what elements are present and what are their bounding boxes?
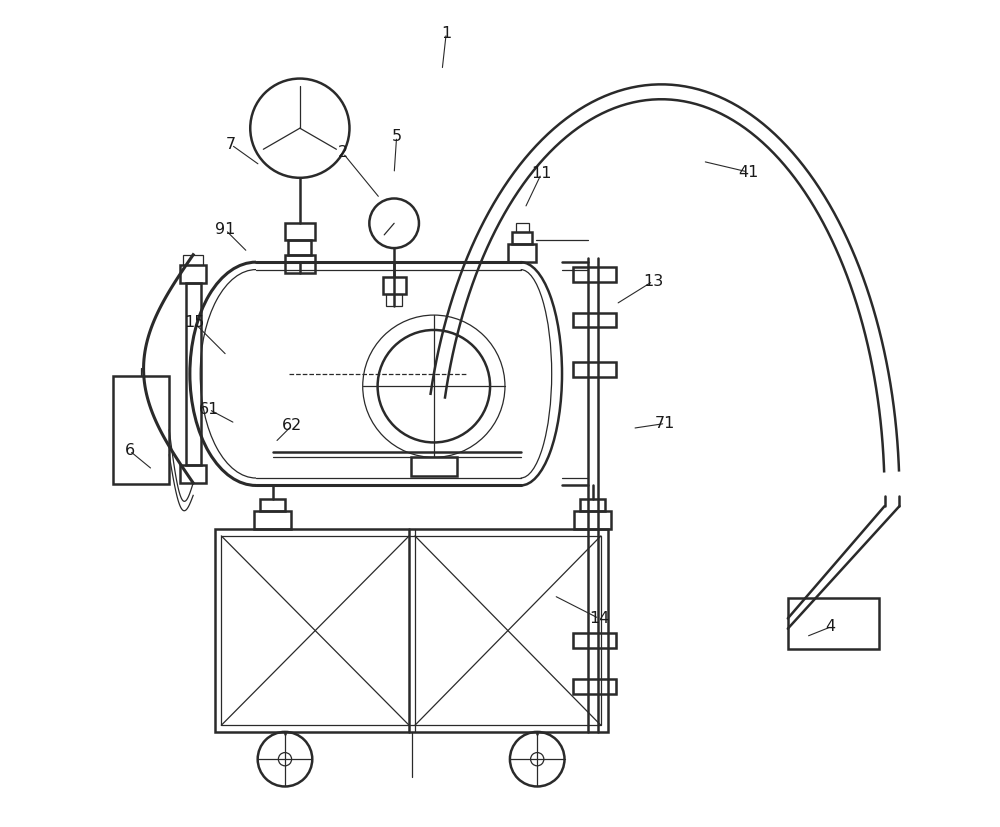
Text: 5: 5 [392,129,402,144]
Bar [383,277,406,294]
Text: 7: 7 [226,137,236,152]
Bar [573,267,616,282]
Text: 14: 14 [589,611,609,626]
Text: 6: 6 [124,443,135,458]
Bar [254,511,291,529]
Bar [574,511,611,529]
Bar [285,255,315,273]
Text: 15: 15 [184,315,204,330]
Text: 61: 61 [199,402,219,417]
Bar [573,633,616,648]
Text: 11: 11 [531,166,552,181]
Bar [180,265,206,283]
Bar [221,536,601,725]
Text: 91: 91 [215,222,236,237]
Text: 2: 2 [338,146,348,160]
Bar [180,465,206,483]
Bar [508,244,536,262]
Bar [580,499,605,511]
Bar [288,240,311,255]
Bar [516,223,529,232]
Bar [411,457,457,476]
Bar [573,679,616,694]
Bar [183,255,203,265]
Bar [186,283,201,465]
Bar [573,362,616,377]
Bar [573,313,616,327]
Bar [386,294,402,306]
Text: 4: 4 [826,619,836,634]
Text: 13: 13 [643,274,663,289]
Text: 71: 71 [655,416,676,431]
Bar [788,598,879,649]
Bar [512,232,532,244]
Text: 41: 41 [738,165,758,179]
Text: 62: 62 [281,418,302,433]
Bar [285,223,315,240]
Bar [215,529,608,732]
Text: 1: 1 [441,26,451,41]
Bar [113,376,169,484]
Bar [260,499,285,511]
